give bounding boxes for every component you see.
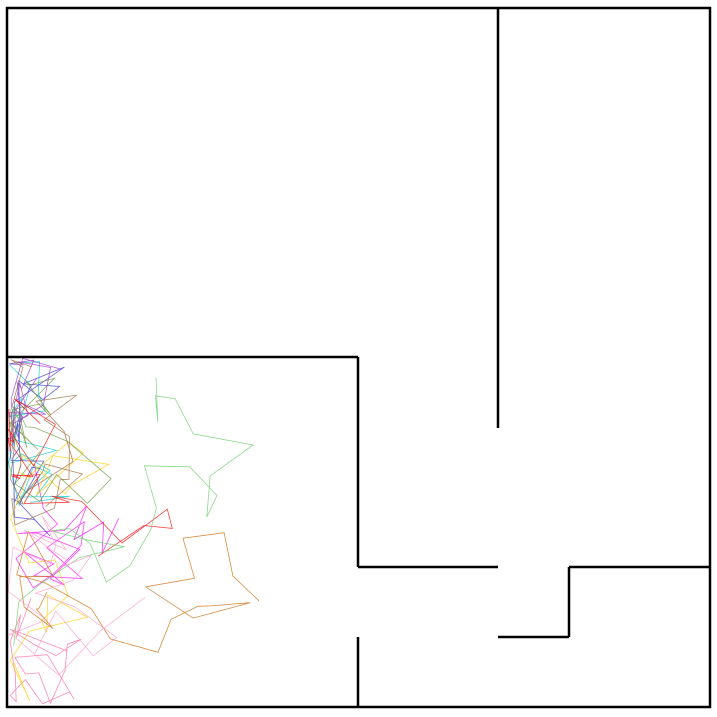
agent-trail <box>7 515 146 676</box>
agent-trail <box>7 398 173 557</box>
agent-trail <box>15 463 120 589</box>
agent-trail <box>9 359 84 526</box>
agent-trail <box>8 357 62 442</box>
agent-trail <box>9 441 111 701</box>
agent-trails <box>7 357 260 705</box>
agent-trail <box>16 530 260 653</box>
maze-walls <box>5 6 712 709</box>
agent-trail <box>13 377 255 646</box>
